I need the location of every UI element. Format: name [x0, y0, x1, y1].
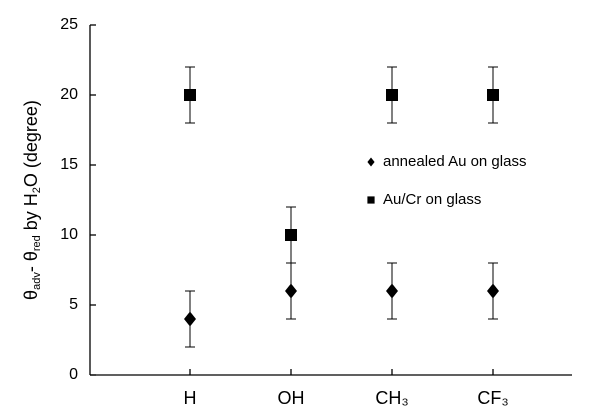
square-marker	[386, 89, 398, 101]
x-tick-label: CF₃	[477, 388, 508, 408]
diamond-marker	[184, 311, 196, 327]
y-label-subscript: 2	[31, 187, 43, 193]
x-tick-label: OH	[278, 388, 305, 408]
legend-label: annealed Au on glass	[383, 153, 526, 170]
y-label-subscript: red	[31, 235, 43, 251]
legend-marker	[367, 196, 375, 204]
y-tick-label: 10	[60, 226, 78, 243]
y-label-part: - θ	[21, 251, 41, 272]
y-label-subscript: adv	[31, 272, 43, 290]
diamond-marker	[487, 283, 499, 299]
square-marker	[487, 89, 499, 101]
x-tick-label: H	[184, 388, 197, 408]
square-marker	[184, 89, 196, 101]
legend-marker	[367, 157, 375, 167]
y-label-part: by H	[21, 193, 41, 235]
y-tick-label: 0	[69, 366, 78, 383]
y-tick-label: 5	[69, 296, 78, 313]
y-tick-label: 25	[60, 16, 78, 33]
legend-label: Au/Cr on glass	[383, 191, 481, 208]
x-tick-label: CH₃	[375, 388, 408, 408]
y-tick-label: 20	[60, 86, 78, 103]
y-label-part: θ	[21, 290, 41, 300]
y-axis-label: θadv- θred by H2O (degree)	[21, 100, 43, 300]
square-marker	[285, 229, 297, 241]
y-tick-label: 15	[60, 156, 78, 173]
diamond-marker	[285, 283, 297, 299]
y-label-part: O (degree)	[21, 100, 41, 187]
diamond-marker	[386, 283, 398, 299]
